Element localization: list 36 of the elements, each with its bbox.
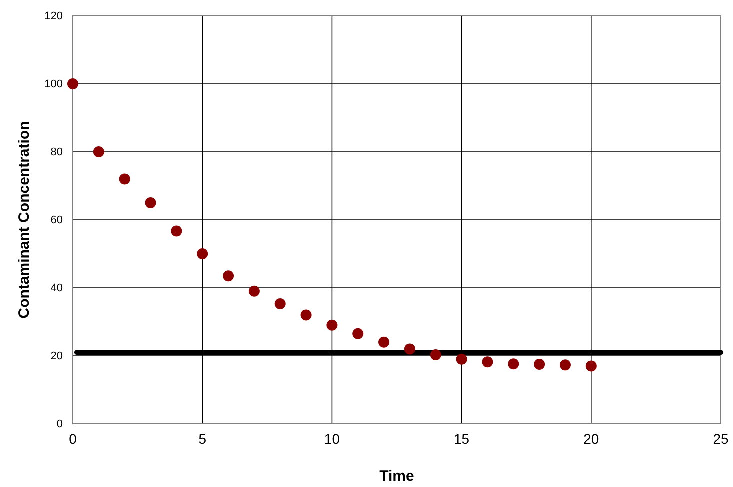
point	[586, 360, 597, 372]
point	[223, 270, 234, 282]
point	[171, 226, 182, 237]
point	[482, 356, 494, 368]
y-tick-label: 120	[44, 10, 63, 23]
point	[248, 286, 260, 297]
y-tick-label: 60	[50, 214, 63, 227]
y-tick-label: 40	[50, 282, 63, 295]
x-tick-label: 20	[584, 430, 600, 447]
x-tick-label: 5	[198, 430, 207, 447]
x-tick-label: 0	[69, 430, 78, 447]
x-axis-title: Time	[380, 468, 414, 485]
point	[145, 198, 156, 208]
y-tick-label: 0	[56, 418, 63, 431]
point	[404, 344, 416, 355]
y-tick-label: 100	[44, 78, 63, 91]
y-tick-label: 80	[50, 146, 63, 159]
point	[197, 248, 208, 260]
y-tick-label: 20	[50, 350, 63, 363]
point	[352, 328, 364, 340]
point	[560, 360, 571, 371]
point	[430, 349, 442, 360]
point	[508, 358, 520, 370]
x-tick-label: 15	[454, 430, 470, 447]
x-tick-label: 25	[713, 430, 729, 447]
point	[68, 78, 78, 90]
y-axis-title: Contaminant Concentration	[16, 121, 33, 319]
point	[534, 359, 546, 370]
point	[326, 320, 338, 331]
point	[274, 298, 286, 310]
point	[93, 146, 104, 158]
point	[300, 310, 312, 321]
point	[456, 354, 468, 365]
x-tick-label: 10	[324, 430, 340, 447]
point	[378, 336, 390, 348]
point	[119, 174, 130, 185]
